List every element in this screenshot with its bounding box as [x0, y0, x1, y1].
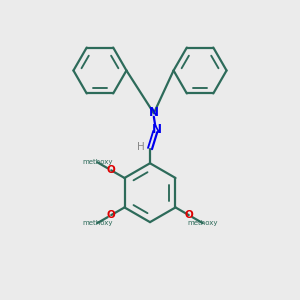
Text: methoxy: methoxy	[188, 220, 218, 226]
Text: H: H	[137, 142, 145, 152]
Text: methoxy: methoxy	[82, 220, 112, 226]
Text: methoxy: methoxy	[82, 159, 112, 165]
Text: O: O	[184, 210, 193, 220]
Text: O: O	[107, 210, 116, 220]
Text: N: N	[149, 106, 159, 118]
Text: O: O	[107, 165, 116, 175]
Text: N: N	[152, 124, 162, 136]
